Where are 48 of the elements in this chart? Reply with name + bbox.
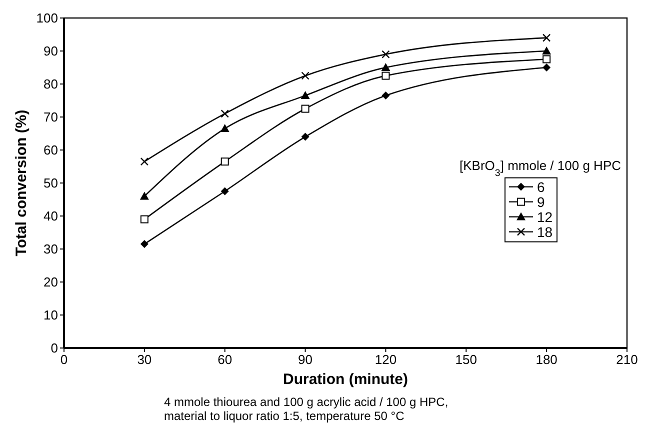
y-tick-label: 20: [44, 274, 58, 290]
point: [301, 72, 310, 80]
point: [140, 215, 148, 224]
point: [220, 187, 229, 196]
y-tick-label: 80: [44, 76, 58, 92]
y-tick-label: 90: [44, 44, 58, 58]
point: [542, 64, 551, 72]
x-tick-label: 90: [298, 352, 313, 367]
point: [382, 72, 390, 80]
x-tick-label: 120: [374, 352, 397, 367]
x-tick-label: 180: [536, 352, 558, 367]
point: [140, 192, 149, 200]
legend-label: 9: [537, 194, 545, 210]
point: [381, 63, 390, 71]
point: [140, 157, 149, 166]
x-axis-title: Duration (minute): [283, 371, 408, 388]
legend-label: 18: [537, 224, 553, 240]
point: [542, 55, 551, 64]
x-tick-label: 150: [455, 352, 477, 367]
point: [542, 34, 551, 42]
point: [300, 91, 310, 100]
y-tick-label: 10: [44, 308, 58, 322]
y-tick-label: 100: [36, 10, 58, 26]
text: 4 mmole thiourea and 100 g acrylic acid / 100 g HPC,: [164, 395, 448, 409]
y-axis-title: Total conversion (%): [13, 110, 30, 256]
x-tick-label: 30: [137, 352, 152, 367]
x-tick-label: 0: [60, 352, 68, 367]
y-tick-label: 30: [44, 242, 58, 256]
point: [220, 110, 229, 118]
point: [382, 50, 390, 58]
y-tick-label: 50: [44, 176, 58, 190]
point: [140, 240, 148, 248]
point: [542, 46, 552, 54]
legend-title: [KBrO$_{3}$] mmole / 100 g HPC: [460, 158, 621, 178]
point: [220, 124, 230, 132]
point: [301, 104, 310, 113]
y-tick-label: 70: [44, 110, 58, 124]
legend-label: 12: [537, 208, 553, 225]
point: [301, 132, 310, 141]
legend-label: 6: [537, 178, 545, 195]
y-tick-label: 0: [50, 340, 58, 356]
x-tick-label: 60: [218, 352, 232, 367]
text: material to liquor ratio 1:5, temperature 50 °C: [164, 409, 405, 423]
x-tick-label: 210: [616, 352, 638, 367]
point: [220, 158, 229, 166]
y-tick-label: 40: [44, 208, 58, 224]
y-tick-label: 60: [44, 142, 58, 158]
point: [382, 92, 390, 100]
